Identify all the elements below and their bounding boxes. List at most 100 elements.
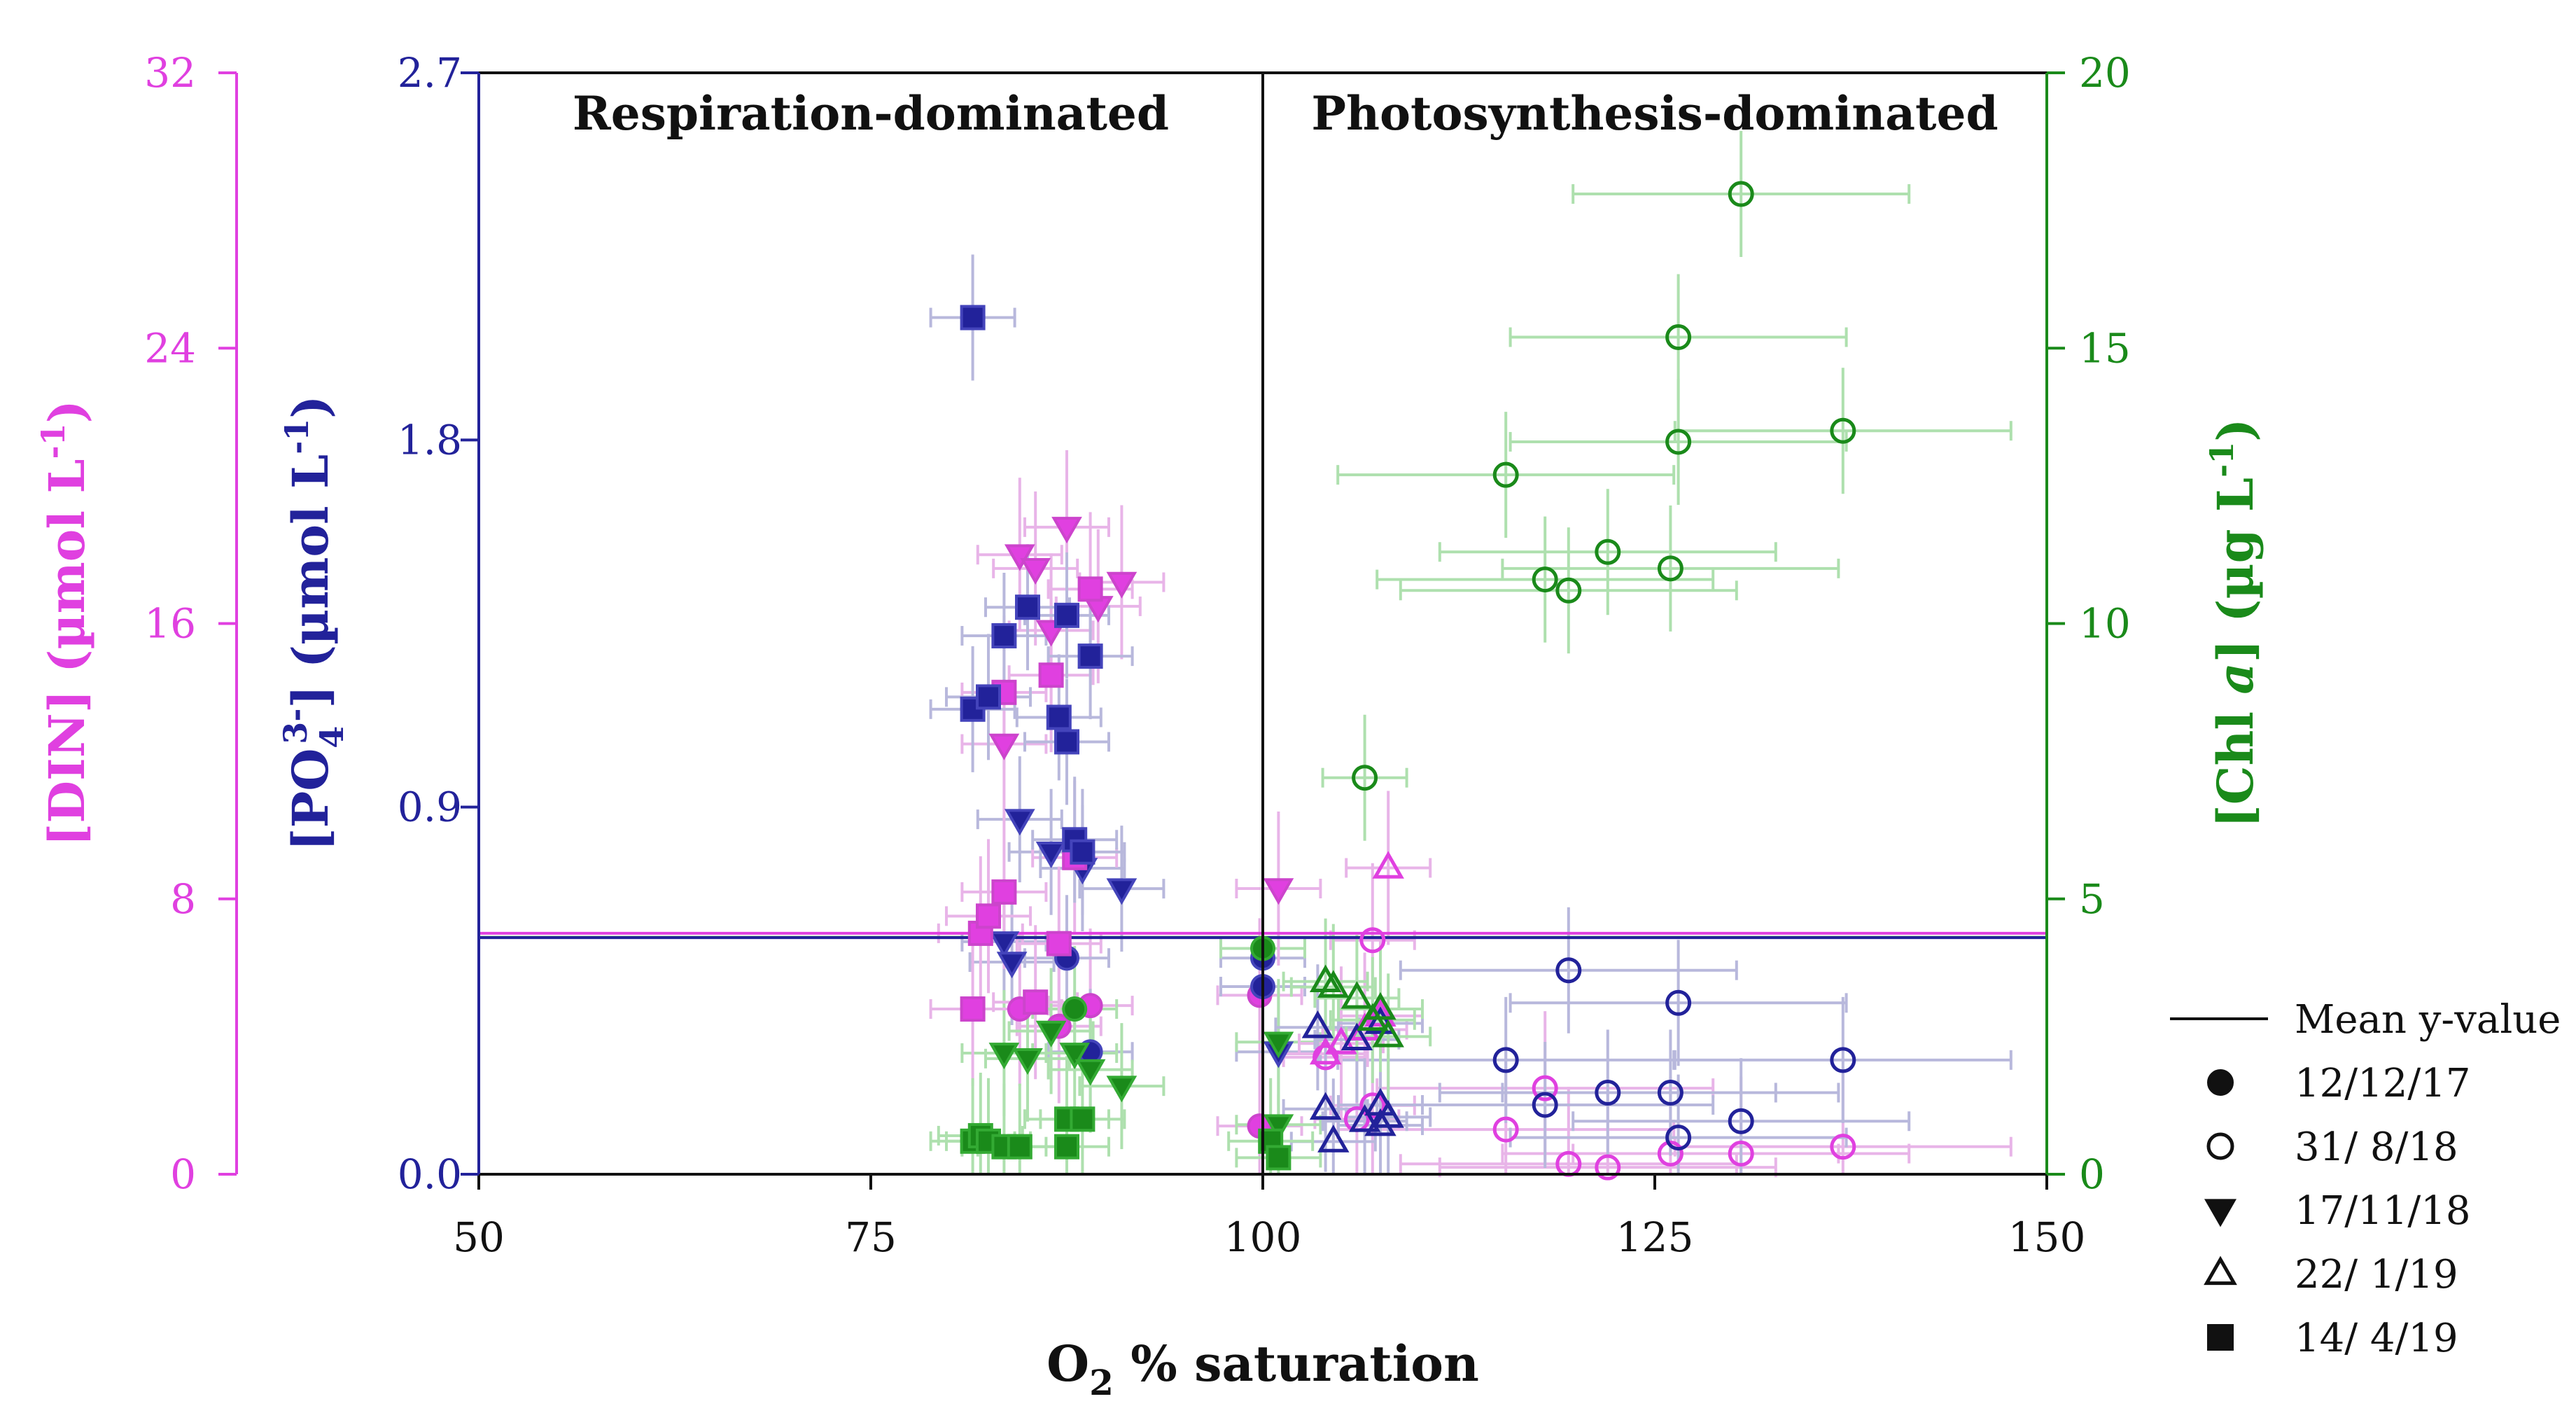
din-axis-label: [DIN] (µmol L-1) (34, 400, 96, 847)
marker-chl (1595, 538, 1621, 565)
marker-po4 (1830, 1047, 1856, 1073)
marker-po4 (1372, 1100, 1404, 1128)
error-bar (1508, 378, 1848, 505)
marker-din (1023, 989, 1049, 1015)
marker-din (1728, 1141, 1754, 1167)
marker-chl (1070, 1106, 1096, 1132)
error-bar (1399, 907, 1738, 1033)
legend-marker (2206, 1132, 2234, 1160)
marker-din (988, 733, 1020, 760)
chl-axis-label: [Chl a] (µg L-1) (2203, 419, 2264, 828)
x-tick-label: 75 (845, 1213, 897, 1261)
marker-po4 (1364, 1006, 1396, 1034)
marker-chl (1012, 1048, 1043, 1076)
po4-axis-label: [PO43-] (µmol L-1) (276, 396, 351, 851)
marker-din (1020, 558, 1051, 585)
error-bar (1508, 940, 1848, 1066)
error-bar (1345, 973, 1432, 1100)
din-tick-label: 0 (170, 1150, 196, 1198)
marker-chl (1372, 1019, 1404, 1047)
marker-chl (1007, 1134, 1032, 1160)
marker-po4 (996, 952, 1028, 979)
chl-tick-label: 20 (2079, 49, 2131, 97)
marker-chl (1532, 566, 1558, 593)
marker-po4 (1004, 809, 1035, 836)
error-bar (1282, 918, 1369, 1045)
legend-label: 31/ 8/18 (2295, 1125, 2458, 1170)
marker-chl (1665, 429, 1692, 455)
marker-po4 (1070, 839, 1096, 865)
din-tick-label: 24 (144, 324, 196, 372)
marker-din (1359, 927, 1386, 954)
marker-din (1595, 1154, 1621, 1181)
marker-po4 (1046, 704, 1072, 730)
marker-din (1657, 1141, 1684, 1167)
chl-axis: 0 5 10 15 20 (2045, 49, 2131, 1198)
marker-din (1372, 851, 1404, 879)
din-tick-label: 16 (144, 600, 196, 648)
marker-din (1004, 544, 1035, 571)
marker-chl (1352, 765, 1378, 791)
marker-po4 (1665, 1125, 1692, 1151)
x-axis: 50 75 100 125 150 (453, 1174, 2085, 1261)
legend-label: 12/12/17 (2295, 1061, 2471, 1106)
marker-chl (1657, 555, 1684, 582)
marker-chl (1106, 1076, 1138, 1103)
po4-tick-label: 1.8 (398, 416, 462, 464)
din-axis: 0 8 16 24 32 (144, 49, 238, 1198)
marker-din (1077, 576, 1103, 602)
chl-tick-label: 10 (2079, 600, 2131, 648)
marker-din (1051, 517, 1082, 544)
marker-chl (1062, 996, 1088, 1022)
marker-chl (1317, 970, 1350, 998)
marker-po4 (1532, 1092, 1558, 1118)
marker-chl (1830, 417, 1856, 444)
marker-chl (988, 1043, 1020, 1070)
po4-tick-label: 0.0 (398, 1150, 462, 1198)
error-bar (1501, 1029, 1840, 1156)
marker-po4 (1054, 602, 1079, 628)
marker-din (1106, 571, 1138, 599)
marker-chl (1665, 324, 1692, 351)
error-bar (1336, 412, 1676, 538)
marker-chl (1263, 1114, 1294, 1141)
marker-chl (1309, 964, 1342, 993)
marker-po4 (1595, 1079, 1621, 1106)
marker-chl (1357, 1003, 1389, 1031)
legend-marker (2207, 1324, 2234, 1351)
x-axis-label: O2 % saturation (1046, 1335, 1479, 1403)
x-tick-label: 50 (453, 1213, 505, 1261)
marker-chl (1728, 181, 1754, 207)
marker-po4 (1301, 1010, 1334, 1038)
region-photosynthesis-label: Photosynthesis-dominated (1311, 86, 1998, 141)
po4-axis: 0.0 0.9 1.8 2.7 (398, 49, 480, 1198)
legend-marker (2207, 1069, 2234, 1096)
marker-po4 (1035, 841, 1067, 868)
marker-po4 (1364, 1108, 1396, 1136)
chl-tick-label: 0 (2079, 1150, 2105, 1198)
marker-chl (1555, 577, 1582, 604)
error-bar (1321, 714, 1408, 841)
po4-tick-label: 0.9 (398, 784, 462, 831)
marker-din (1263, 878, 1294, 905)
marker-din (1046, 931, 1072, 956)
marker-po4 (1492, 1047, 1519, 1073)
marker-po4 (960, 305, 986, 330)
error-bar (1501, 505, 1840, 632)
legend-label: 22/ 1/19 (2295, 1252, 2458, 1297)
marker-chl (1035, 1020, 1067, 1047)
marker-chl (1263, 1031, 1294, 1059)
data-markers (960, 181, 1856, 1181)
marker-din (960, 996, 986, 1022)
marker-chl (1266, 1145, 1292, 1171)
marker-din (1492, 1116, 1519, 1143)
error-bar (1673, 368, 2012, 494)
din-tick-label: 32 (144, 49, 196, 97)
marker-chl (1340, 981, 1373, 1009)
marker-po4 (1657, 1079, 1684, 1106)
chl-tick-label: 15 (2079, 324, 2131, 372)
error-bar (1673, 996, 2012, 1123)
marker-chl (1492, 461, 1519, 488)
region-respiration-label: Respiration-dominated (573, 86, 1169, 141)
marker-chl (1074, 1059, 1106, 1086)
